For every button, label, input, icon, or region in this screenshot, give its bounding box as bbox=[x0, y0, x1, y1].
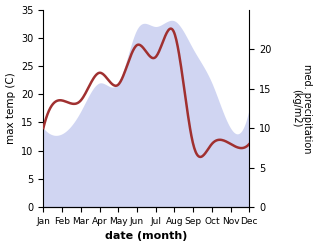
Y-axis label: med. precipitation
(kg/m2): med. precipitation (kg/m2) bbox=[291, 64, 313, 153]
Y-axis label: max temp (C): max temp (C) bbox=[5, 72, 16, 144]
X-axis label: date (month): date (month) bbox=[105, 231, 188, 242]
